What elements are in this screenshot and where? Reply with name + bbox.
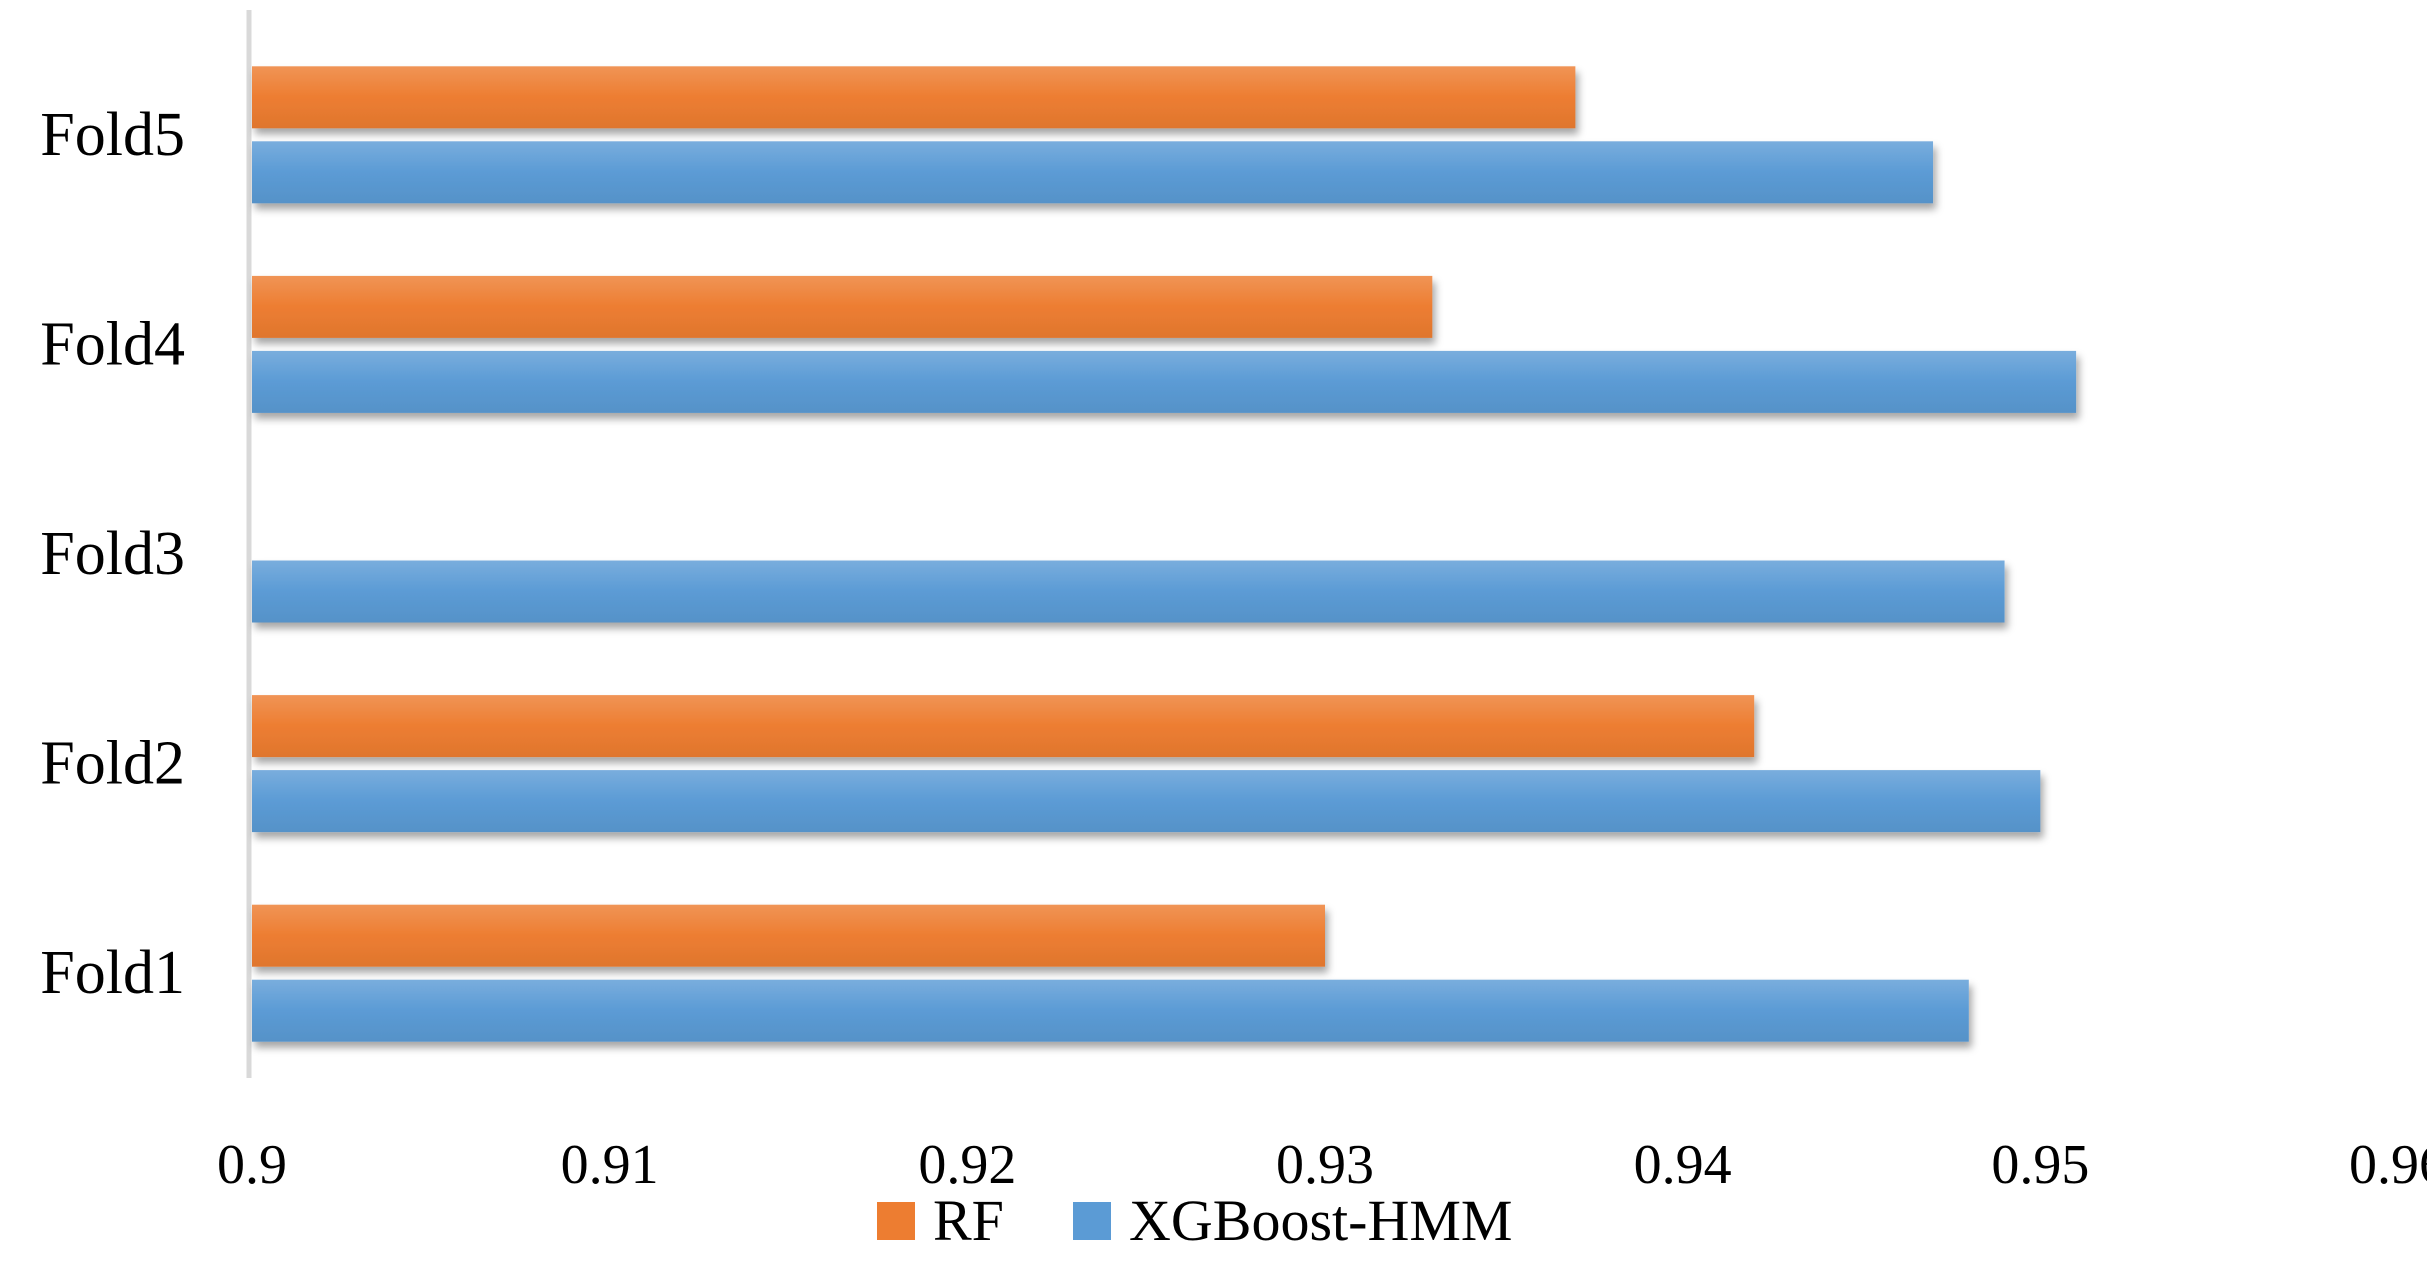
legend-swatch-rf bbox=[877, 1202, 915, 1240]
bar-rf-fold5 bbox=[252, 66, 1576, 129]
category-label-fold3: Fold3 bbox=[40, 520, 185, 588]
x-tick-label: 0.96 bbox=[2349, 1134, 2427, 1196]
bar-rf-fold1 bbox=[252, 904, 1325, 967]
bar-xgboost-hmm-fold1 bbox=[252, 979, 1969, 1042]
legend-swatch-xgboost-hmm bbox=[1073, 1202, 1111, 1240]
x-tick-label: 0.93 bbox=[1276, 1134, 1374, 1196]
category-label-fold5: Fold5 bbox=[40, 101, 185, 169]
x-tick-label: 0.92 bbox=[918, 1134, 1016, 1196]
bar-xgboost-hmm-fold5 bbox=[252, 141, 1934, 204]
category-label-fold1: Fold1 bbox=[40, 939, 185, 1007]
legend-label-rf: RF bbox=[933, 1188, 1004, 1253]
x-tick-label: 0.9 bbox=[217, 1134, 287, 1196]
bar-rf-fold4 bbox=[252, 275, 1433, 338]
x-tick-label: 0.95 bbox=[1991, 1134, 2089, 1196]
category-label-fold4: Fold4 bbox=[40, 310, 185, 378]
category-label-fold2: Fold2 bbox=[40, 730, 185, 798]
bar-xgboost-hmm-fold4 bbox=[252, 350, 2077, 413]
bar-rf-fold2 bbox=[252, 695, 1755, 758]
legend-label-xgboost-hmm: XGBoost-HMM bbox=[1129, 1188, 1513, 1253]
bar-xgboost-hmm-fold3 bbox=[252, 560, 2005, 623]
bar-xgboost-hmm-fold2 bbox=[252, 770, 2041, 833]
x-tick-label: 0.94 bbox=[1634, 1134, 1732, 1196]
x-tick-label: 0.91 bbox=[561, 1134, 659, 1196]
